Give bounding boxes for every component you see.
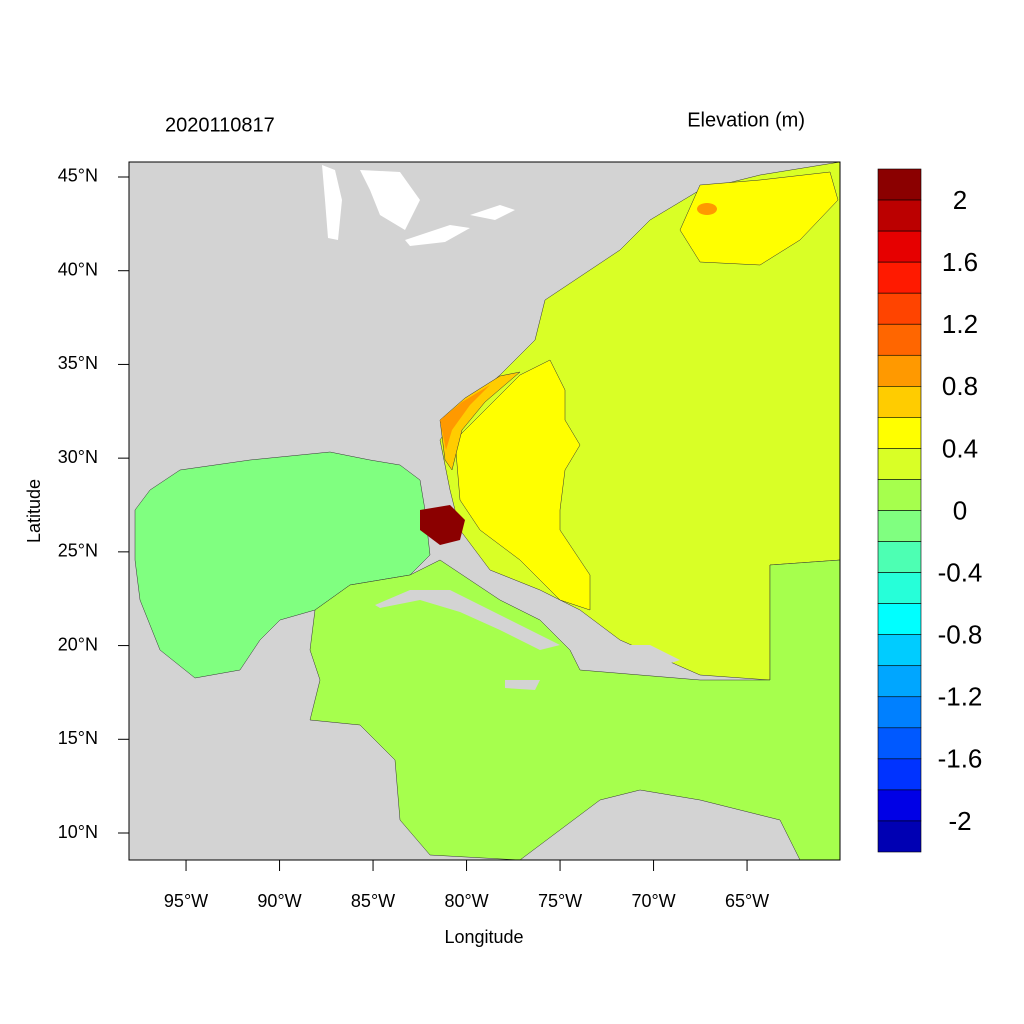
colorbar-box — [877, 727, 922, 760]
colorbar-label: -2 — [948, 806, 971, 836]
lake-ontario — [470, 205, 515, 220]
colorbar-box — [877, 820, 922, 853]
colorbar-box — [877, 261, 922, 294]
colorbar-box — [877, 168, 922, 201]
colorbar-label: -0.4 — [938, 557, 983, 587]
colorbar-label: 2 — [953, 185, 967, 215]
y-tick-label: 40°N — [58, 259, 98, 279]
colorbar-box — [877, 354, 922, 387]
x-tick-label: 90°W — [257, 891, 301, 911]
gulf-of-mexico — [134, 451, 431, 679]
se-dark-orange-zone — [440, 385, 490, 450]
map-area — [128, 161, 841, 861]
y-tick-label: 25°N — [58, 541, 98, 561]
y-axis-label: Latitude — [24, 479, 44, 543]
nova-scotia-high — [697, 203, 717, 215]
hispaniola — [600, 645, 680, 670]
y-tick-label: 10°N — [58, 822, 98, 842]
x-tick-label: 65°W — [725, 891, 769, 911]
colorbar-box — [877, 479, 922, 511]
y-tick-label: 30°N — [58, 447, 98, 467]
title-right: Elevation (m) — [687, 109, 805, 131]
plot-frame — [128, 161, 841, 861]
colorbar-box — [877, 665, 922, 698]
colorbar-box — [877, 572, 922, 604]
florida-surge — [420, 505, 465, 545]
x-tick-label: 85°W — [351, 891, 395, 911]
colorbar-label: -0.8 — [938, 620, 983, 650]
colorbar-box — [877, 696, 922, 729]
lake-erie — [405, 225, 470, 246]
colorbar-box — [877, 323, 922, 356]
colorbar-box — [877, 541, 922, 573]
jamaica — [505, 680, 540, 690]
se-yellow-zone — [454, 359, 591, 611]
y-tick-label: 15°N — [58, 728, 98, 748]
colorbar-label: 1.2 — [942, 309, 978, 339]
x-axis-label: Longitude — [444, 927, 523, 947]
colorbar-box — [877, 448, 922, 480]
colorbar-box — [877, 603, 922, 635]
x-tick-label: 70°W — [631, 891, 675, 911]
colorbar-box — [877, 292, 922, 325]
colorbar-label: 1.6 — [942, 247, 978, 277]
colorbar-box — [877, 789, 922, 822]
colorbar-label: 0 — [953, 495, 967, 525]
colorbar-box — [877, 510, 922, 542]
colorbar-label: 0.8 — [942, 371, 978, 401]
x-tick-label: 75°W — [538, 891, 582, 911]
colorbar-label: -1.2 — [938, 682, 983, 712]
cuba — [375, 590, 560, 650]
x-tick-label: 80°W — [444, 891, 488, 911]
y-tick-label: 35°N — [58, 353, 98, 373]
colorbar-box — [877, 758, 922, 791]
y-tick-label: 45°N — [58, 166, 98, 186]
colorbar-box — [877, 634, 922, 667]
colorbar-label: -1.6 — [938, 744, 983, 774]
colorbar-box — [877, 230, 922, 263]
colorbar-box — [877, 386, 922, 418]
colorbar-box — [877, 199, 922, 232]
x-tick-label: 95°W — [164, 891, 208, 911]
colorbar-box — [877, 417, 922, 449]
lake-michigan — [322, 165, 342, 240]
y-tick-label: 20°N — [58, 634, 98, 654]
colorbar-label: 0.4 — [942, 433, 978, 463]
lake-huron — [360, 170, 420, 230]
ne-yellow-zone — [679, 171, 839, 266]
title-left: 2020110817 — [165, 114, 275, 136]
